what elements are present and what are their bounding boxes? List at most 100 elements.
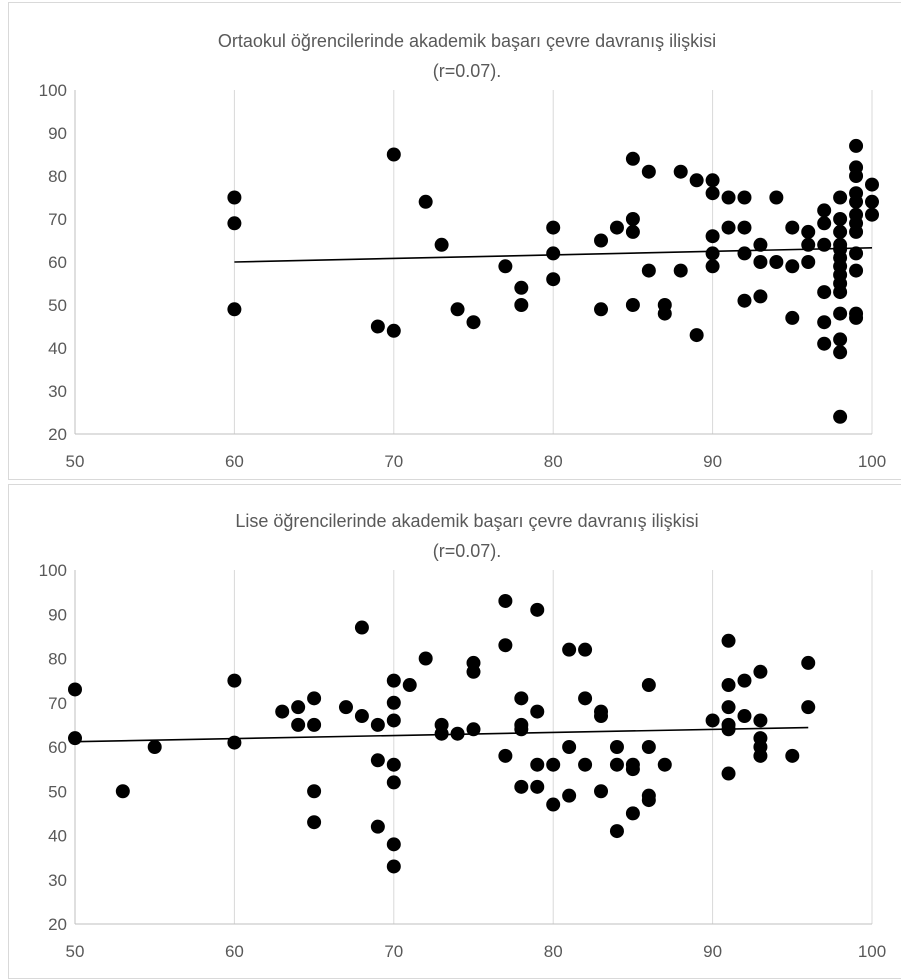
y-tick-label: 80 bbox=[48, 167, 67, 186]
data-point bbox=[721, 678, 736, 693]
data-point bbox=[849, 224, 864, 239]
x-tick-label: 80 bbox=[544, 452, 563, 471]
scatter-chart-ortaokul: Ortaokul öğrencilerinde akademik başarı … bbox=[39, 31, 887, 471]
y-tick-label: 100 bbox=[39, 561, 67, 580]
y-tick-label: 80 bbox=[48, 650, 67, 669]
data-point bbox=[753, 748, 768, 763]
data-point bbox=[434, 237, 449, 252]
data-point bbox=[466, 722, 481, 737]
data-point bbox=[817, 203, 832, 218]
data-point bbox=[594, 302, 609, 317]
data-point bbox=[338, 700, 353, 715]
data-point bbox=[546, 220, 561, 235]
data-point bbox=[705, 186, 720, 201]
data-point bbox=[817, 336, 832, 351]
data-point bbox=[737, 673, 752, 688]
x-tick-label: 80 bbox=[544, 942, 563, 961]
data-point bbox=[227, 673, 242, 688]
data-point bbox=[673, 263, 688, 278]
data-point bbox=[785, 259, 800, 274]
data-point bbox=[594, 784, 609, 799]
y-tick-label: 50 bbox=[48, 782, 67, 801]
data-point bbox=[849, 246, 864, 261]
data-point bbox=[354, 709, 369, 724]
y-tick-label: 100 bbox=[39, 81, 67, 100]
data-point bbox=[386, 695, 401, 710]
data-point bbox=[115, 784, 130, 799]
data-point bbox=[625, 298, 640, 312]
data-point bbox=[753, 255, 768, 269]
data-point bbox=[530, 602, 545, 617]
data-point bbox=[705, 246, 720, 261]
data-point bbox=[386, 713, 401, 728]
x-tick-label: 70 bbox=[384, 452, 403, 471]
data-point bbox=[68, 682, 82, 697]
data-point bbox=[721, 220, 736, 235]
data-point bbox=[546, 246, 561, 261]
data-point bbox=[769, 190, 784, 205]
data-point bbox=[498, 259, 513, 274]
data-point bbox=[817, 237, 832, 252]
data-point bbox=[546, 272, 561, 287]
data-point bbox=[641, 263, 656, 278]
data-point bbox=[737, 246, 752, 261]
data-point bbox=[466, 315, 481, 330]
y-tick-label: 70 bbox=[48, 694, 67, 713]
data-point bbox=[307, 815, 322, 830]
data-point bbox=[434, 726, 449, 741]
data-point bbox=[721, 722, 736, 737]
data-point bbox=[562, 740, 577, 754]
data-point bbox=[227, 216, 242, 231]
x-tick-label: 90 bbox=[703, 452, 722, 471]
data-point bbox=[307, 691, 322, 706]
data-point bbox=[546, 797, 561, 812]
y-tick-label: 40 bbox=[48, 827, 67, 846]
chart-title-line2: (r=0.07). bbox=[433, 541, 502, 561]
data-points bbox=[68, 593, 816, 874]
data-point bbox=[386, 775, 401, 790]
data-point bbox=[785, 748, 800, 763]
data-point bbox=[498, 748, 513, 763]
x-tick-label: 70 bbox=[384, 942, 403, 961]
data-point bbox=[386, 757, 401, 772]
data-point bbox=[641, 678, 656, 693]
y-tick-label: 60 bbox=[48, 253, 67, 272]
data-point bbox=[721, 633, 736, 648]
data-point bbox=[386, 323, 401, 338]
data-point bbox=[625, 762, 640, 777]
data-point bbox=[227, 190, 242, 205]
data-point bbox=[849, 310, 864, 325]
data-point bbox=[609, 220, 624, 235]
data-point bbox=[625, 806, 640, 821]
data-point bbox=[609, 740, 624, 754]
data-point bbox=[689, 173, 704, 188]
data-point bbox=[801, 237, 816, 252]
data-point bbox=[450, 726, 465, 741]
data-point bbox=[609, 757, 624, 772]
data-point bbox=[705, 713, 720, 728]
axes bbox=[74, 570, 872, 925]
data-point bbox=[625, 224, 640, 239]
data-point bbox=[418, 651, 433, 666]
tick-labels: 20 30 40 50 60 70 80 90 100 50 60 70 80 90 100 bbox=[39, 561, 887, 961]
y-tick-label: 30 bbox=[48, 382, 67, 401]
data-point bbox=[498, 593, 513, 608]
data-point bbox=[275, 704, 290, 719]
data-point bbox=[833, 285, 848, 300]
data-point bbox=[689, 328, 704, 343]
data-point bbox=[370, 819, 385, 834]
data-point bbox=[737, 709, 752, 724]
data-point bbox=[737, 220, 752, 235]
data-point bbox=[514, 298, 529, 312]
data-point bbox=[386, 837, 401, 852]
data-point bbox=[450, 302, 465, 317]
data-point bbox=[865, 194, 879, 209]
chart-panel-lise: Lise öğrencilerinde akademik başarı çevr… bbox=[8, 484, 901, 979]
data-point bbox=[466, 664, 481, 679]
y-tick-label: 90 bbox=[48, 605, 67, 624]
data-point bbox=[402, 678, 417, 693]
chart-title-line1: Ortaokul öğrencilerinde akademik başarı … bbox=[218, 31, 716, 51]
data-point bbox=[753, 713, 768, 728]
data-point bbox=[578, 691, 593, 706]
data-point bbox=[849, 138, 864, 153]
